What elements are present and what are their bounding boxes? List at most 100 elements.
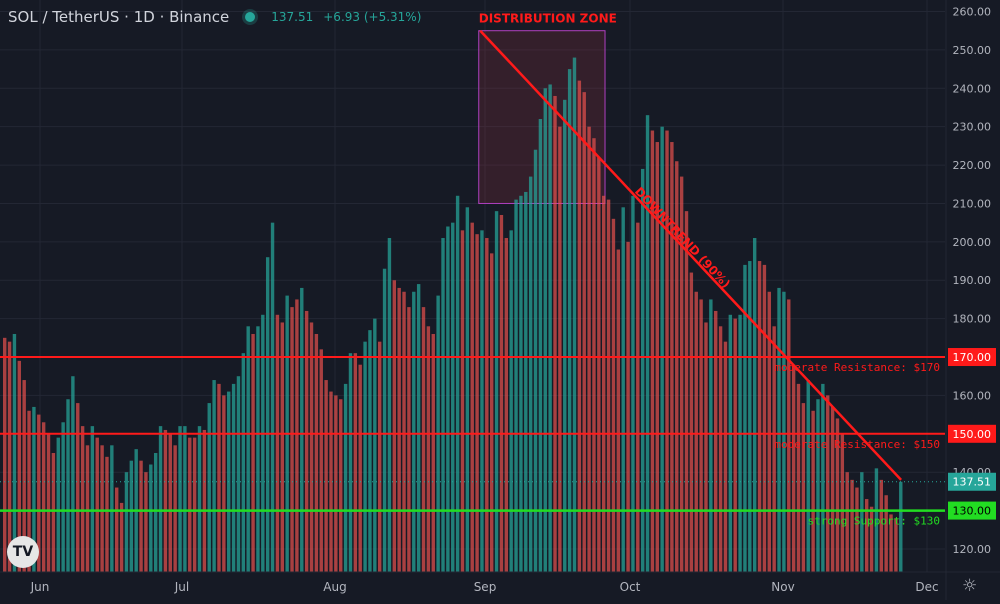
volume-price-bar	[801, 403, 806, 572]
volume-price-bar	[806, 380, 810, 572]
x-axis-tick-label: Jun	[30, 580, 50, 594]
volume-price-bar	[748, 261, 752, 572]
y-axis-tick-label: 180.00	[953, 313, 992, 326]
support-label: strong Support: $130	[808, 515, 940, 528]
volume-price-bar	[7, 341, 12, 572]
volume-price-bar	[543, 88, 547, 573]
volume-price-bar	[509, 230, 513, 572]
volume-price-bar	[61, 422, 65, 572]
volume-price-bar	[192, 437, 197, 572]
volume-price-bar	[139, 460, 143, 572]
volume-price-bar	[358, 364, 362, 572]
volume-price-bar	[231, 383, 236, 572]
volume-price-bar	[679, 176, 684, 572]
volume-price-bar	[275, 314, 280, 572]
x-axis-tick-label: Nov	[771, 580, 794, 594]
volume-price-bar	[816, 399, 820, 572]
volume-price-bar	[699, 299, 703, 572]
volume-price-bar	[295, 299, 299, 572]
volume-price-bar	[3, 337, 7, 572]
volume-price-bar	[567, 69, 572, 572]
volume-price-bar	[426, 326, 431, 572]
market-status-icon	[245, 12, 256, 22]
volume-price-bar	[207, 403, 211, 572]
y-axis-tick-label: 210.00	[953, 197, 992, 210]
volume-price-bar	[864, 499, 869, 572]
distribution-zone-label: DISTRIBUTION ZONE	[479, 12, 617, 26]
volume-price-bar	[709, 299, 713, 572]
volume-price-bar	[144, 472, 148, 572]
volume-price-bar	[592, 138, 596, 572]
volume-price-bar	[363, 341, 367, 572]
volume-price-bar	[348, 353, 353, 572]
volume-price-bar	[314, 333, 319, 572]
volume-price-bar	[577, 80, 582, 573]
volume-price-bar	[197, 426, 202, 572]
volume-price-bar	[129, 460, 134, 572]
volume-price-bar	[689, 272, 694, 572]
y-axis-tick-label: 200.00	[953, 236, 992, 249]
x-axis-tick-label: Dec	[915, 580, 938, 594]
volume-price-bar	[300, 287, 304, 572]
volume-price-bar	[728, 314, 733, 572]
volume-price-bar	[723, 341, 728, 572]
volume-price-bar	[548, 84, 552, 573]
volume-price-bar	[261, 314, 265, 572]
volume-price-bar	[251, 333, 255, 572]
volume-price-bar	[290, 307, 294, 572]
gear-icon[interactable]: ☼	[962, 576, 978, 596]
volume-price-bar	[504, 238, 509, 572]
volume-price-bar	[451, 222, 455, 572]
price-level-badge	[948, 424, 996, 443]
volume-price-bar	[119, 502, 124, 572]
volume-price-bar	[587, 126, 591, 572]
volume-price-bar	[490, 253, 494, 572]
volume-price-bar	[475, 234, 479, 572]
downtrend-line	[479, 29, 902, 481]
volume-price-bar	[149, 464, 153, 572]
volume-price-bar	[168, 433, 172, 572]
x-axis-tick-label: Jul	[174, 580, 189, 594]
volume-price-bar	[397, 287, 401, 572]
volume-price-bar	[626, 241, 630, 572]
volume-price-bar	[27, 410, 31, 572]
volume-price-bar	[645, 115, 650, 572]
volume-price-bar	[899, 481, 903, 572]
volume-price-bar	[606, 199, 611, 573]
price-axis-background	[946, 0, 1000, 600]
volume-price-bar	[382, 268, 387, 572]
volume-price-bar	[494, 211, 499, 573]
volume-price-bar	[270, 222, 275, 572]
tradingview-logo-icon[interactable]: TV	[7, 536, 39, 568]
y-axis-tick-label: 120.00	[953, 543, 992, 556]
volume-price-bar	[246, 326, 250, 572]
volume-price-bar	[675, 161, 679, 572]
volume-price-bar	[212, 380, 216, 572]
volume-price-bar	[304, 310, 309, 572]
volume-price-bar	[602, 195, 606, 573]
volume-price-bar	[528, 176, 533, 572]
volume-price-bar	[519, 195, 523, 573]
volume-price-bar	[280, 322, 284, 572]
volume-price-bar	[558, 126, 562, 572]
volume-price-bar	[343, 383, 348, 572]
volume-price-bar	[416, 284, 421, 572]
volume-price-bar	[446, 226, 450, 572]
volume-price-bar	[855, 487, 859, 572]
volume-price-bar	[76, 403, 80, 572]
y-axis-tick-label: 190.00	[953, 274, 992, 287]
volume-price-bar	[421, 307, 426, 572]
volume-price-bar	[826, 395, 830, 572]
volume-price-bar	[105, 456, 109, 572]
volume-price-bar	[757, 261, 762, 572]
price-level-badge-text: 170.00	[953, 351, 992, 364]
volume-price-bar	[840, 433, 845, 572]
volume-price-bar	[860, 472, 864, 572]
symbol-title[interactable]: SOL / TetherUS · 1D · Binance	[8, 8, 230, 26]
volume-price-bar	[441, 238, 445, 572]
last-price: 137.51	[271, 10, 314, 24]
price-level-badge	[948, 501, 996, 520]
volume-price-bar	[178, 426, 182, 572]
